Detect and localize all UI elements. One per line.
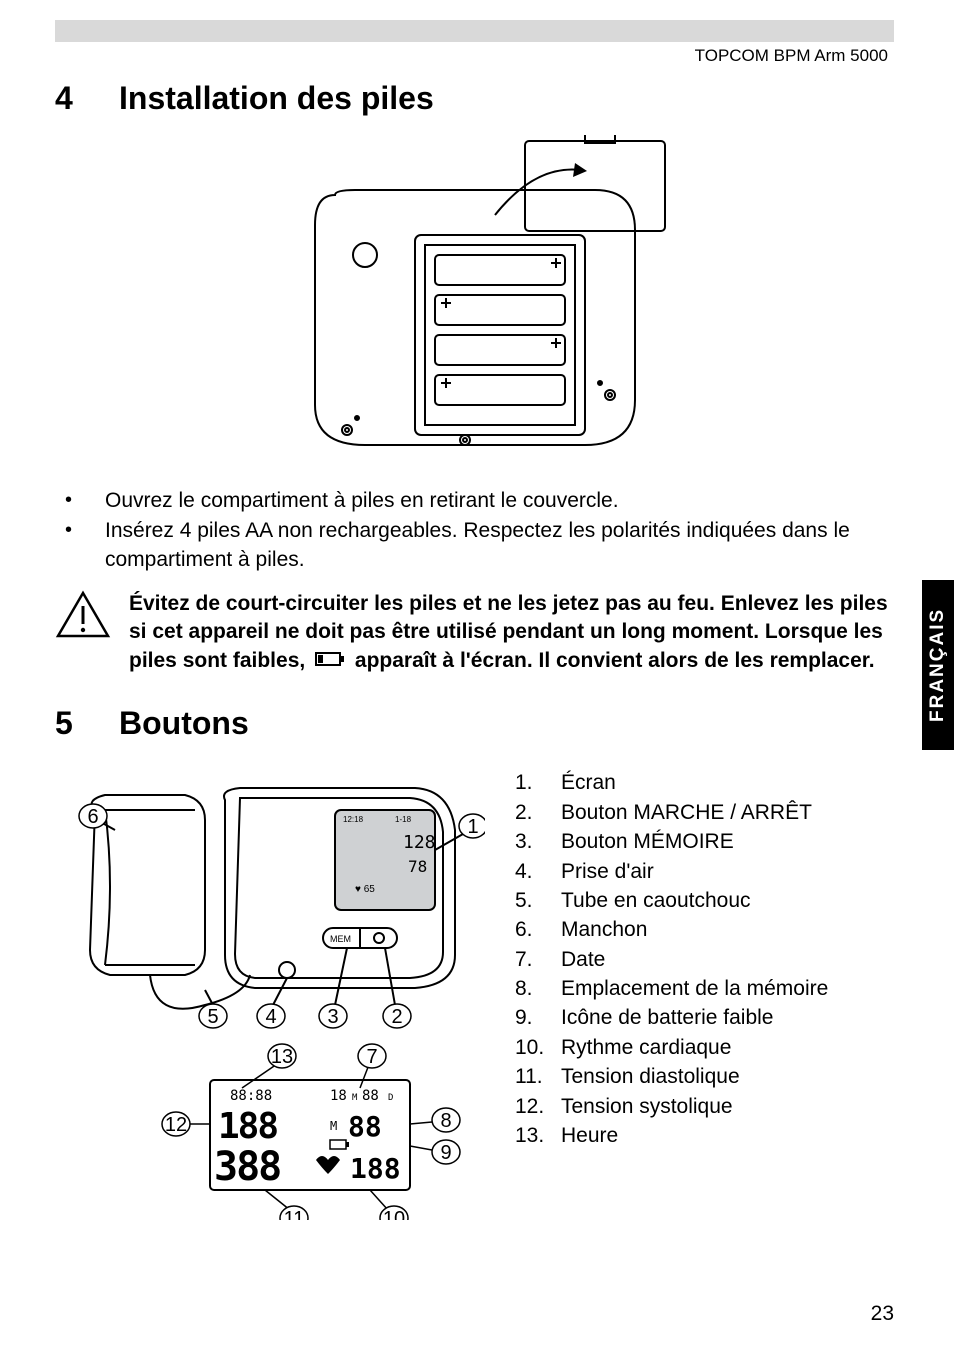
- svg-text:388: 388: [214, 1144, 280, 1190]
- svg-text:4: 4: [265, 1006, 276, 1028]
- svg-text:12: 12: [165, 1114, 187, 1136]
- svg-text:8: 8: [440, 1110, 451, 1132]
- legend-item: 2.Bouton MARCHE / ARRÊT: [515, 798, 894, 827]
- svg-text:D: D: [388, 1093, 393, 1103]
- svg-text:1: 1: [467, 816, 478, 838]
- legend-item: 10.Rythme cardiaque: [515, 1033, 894, 1062]
- svg-text:78: 78: [408, 857, 427, 876]
- buttons-diagram: 12:18 1-18 128 78 ♥ 65 MEM: [55, 760, 485, 1220]
- bullet-item: Insérez 4 piles AA non rechargeables. Re…: [55, 517, 894, 574]
- svg-text:11: 11: [284, 1208, 305, 1220]
- svg-text:1-18: 1-18: [395, 815, 412, 824]
- svg-text:MEM: MEM: [330, 934, 351, 944]
- svg-text:88: 88: [362, 1088, 379, 1104]
- svg-text:M: M: [330, 1119, 337, 1133]
- legend-item: 13.Heure: [515, 1121, 894, 1150]
- product-name: TOPCOM BPM Arm 5000: [55, 46, 894, 66]
- section-4-heading: 4Installation des piles: [55, 80, 894, 117]
- svg-text:188: 188: [218, 1106, 277, 1147]
- legend-item: 11.Tension diastolique: [515, 1062, 894, 1091]
- section-5-title: Boutons: [119, 705, 249, 741]
- battery-compartment-diagram: [275, 135, 675, 465]
- legend-item: 7.Date: [515, 945, 894, 974]
- bullet-item: Ouvrez le compartiment à piles en retira…: [55, 487, 894, 515]
- svg-text:M: M: [352, 1093, 358, 1103]
- svg-text:2: 2: [391, 1006, 402, 1028]
- legend-item: 9.Icône de batterie faible: [515, 1003, 894, 1032]
- section-4-bullets: Ouvrez le compartiment à piles en retira…: [55, 487, 894, 574]
- svg-text:88:88: 88:88: [230, 1088, 272, 1104]
- svg-text:6: 6: [87, 806, 98, 828]
- svg-text:13: 13: [271, 1046, 293, 1068]
- legend-item: 1.Écran: [515, 768, 894, 797]
- legend-item: 8.Emplacement de la mémoire: [515, 974, 894, 1003]
- section-4-number: 4: [55, 80, 119, 117]
- legend-item: 3.Bouton MÉMOIRE: [515, 827, 894, 856]
- svg-text:♥ 65: ♥ 65: [355, 884, 375, 895]
- legend-item: 12.Tension systolique: [515, 1092, 894, 1121]
- low-battery-icon: [315, 647, 345, 675]
- svg-text:5: 5: [207, 1006, 218, 1028]
- svg-text:12:18: 12:18: [343, 815, 364, 824]
- svg-text:188: 188: [350, 1152, 401, 1185]
- section-4-title: Installation des piles: [119, 80, 434, 116]
- legend-item: 4.Prise d'air: [515, 857, 894, 886]
- warning-icon: [55, 590, 111, 645]
- manual-page: TOPCOM BPM Arm 5000 4Installation des pi…: [0, 0, 954, 1350]
- header-bar: [55, 20, 894, 42]
- legend-item: 6.Manchon: [515, 915, 894, 944]
- section-5-number: 5: [55, 705, 119, 742]
- buttons-legend: 1.Écran 2.Bouton MARCHE / ARRÊT 3.Bouton…: [515, 768, 894, 1150]
- svg-text:3: 3: [327, 1006, 338, 1028]
- section-5-heading: 5Boutons: [55, 705, 894, 742]
- svg-text:88: 88: [348, 1110, 382, 1143]
- svg-text:10: 10: [383, 1208, 405, 1220]
- svg-text:7: 7: [366, 1046, 377, 1068]
- svg-text:128: 128: [403, 832, 436, 853]
- svg-text:9: 9: [440, 1142, 451, 1164]
- svg-text:18: 18: [330, 1088, 347, 1104]
- buttons-diagram-wrapper: 12:18 1-18 128 78 ♥ 65 MEM: [55, 760, 485, 1225]
- language-tab: FRANÇAIS: [922, 580, 954, 750]
- page-number: 23: [871, 1302, 894, 1326]
- warning-text: Évitez de court-circuiter les piles et n…: [129, 590, 894, 675]
- legend-item: 5.Tube en caoutchouc: [515, 886, 894, 915]
- warning-text-post: apparaît à l'écran. Il convient alors de…: [355, 649, 875, 672]
- warning-block: Évitez de court-circuiter les piles et n…: [55, 590, 894, 675]
